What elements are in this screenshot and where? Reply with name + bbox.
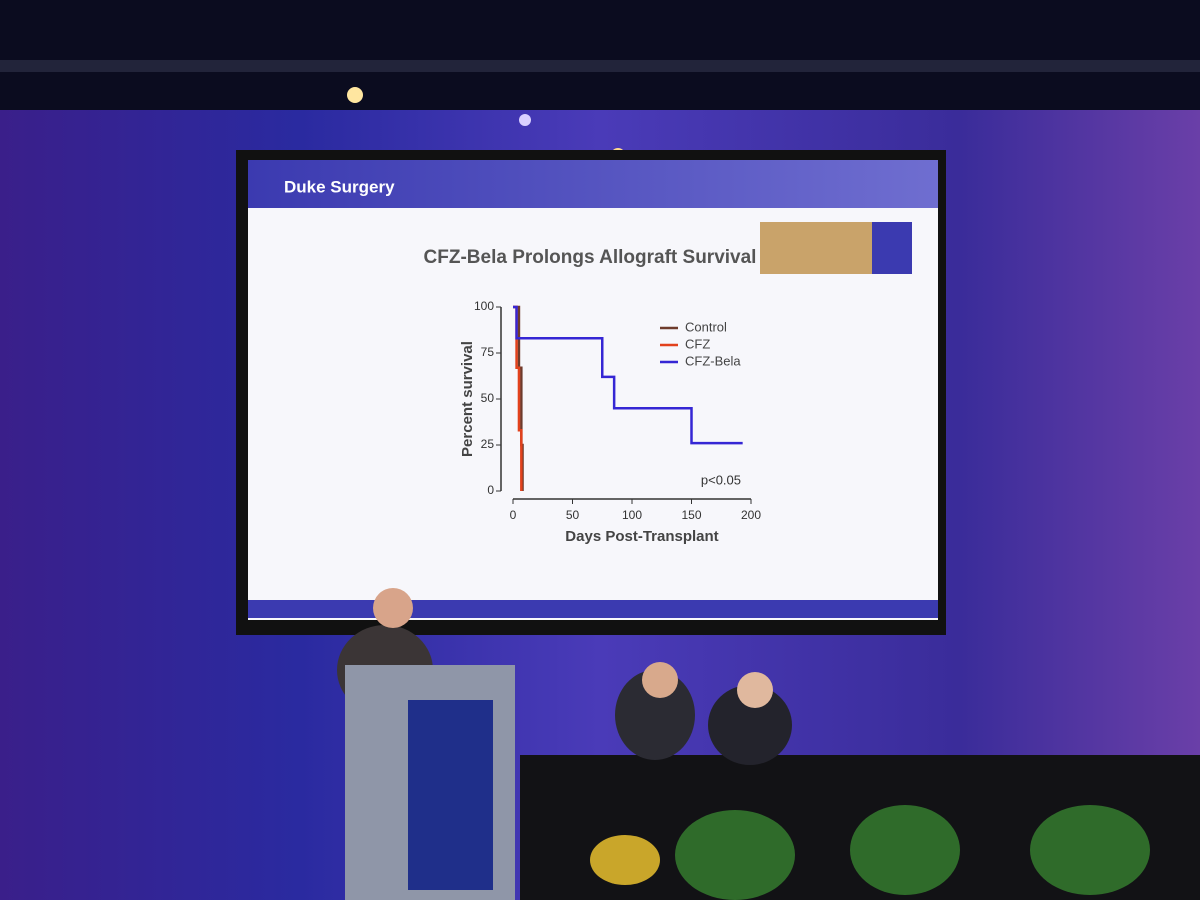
x-tick-label: 100: [622, 508, 642, 522]
x-tick-label: 150: [681, 508, 701, 522]
speaker-head: [373, 588, 413, 628]
y-tick-label: 75: [481, 345, 495, 359]
stage-light: [347, 87, 363, 103]
flowers: [590, 835, 660, 885]
truss: [0, 60, 1200, 72]
x-axis-label: Days Post-Transplant: [565, 528, 718, 545]
plant: [850, 805, 960, 895]
plant: [1030, 805, 1150, 895]
slide-brand: Duke Surgery: [284, 177, 395, 196]
survival-curve: [513, 305, 743, 445]
chart-title: CFZ-Bela Prolongs Allograft Survival: [424, 247, 757, 268]
legend-label: Control: [685, 319, 727, 334]
y-axis-label: Percent survival: [459, 341, 476, 457]
duke-logo: [872, 222, 912, 274]
chart: 0 25 50 75 100 0 50 100 150 200 Days Post-Transpla…: [459, 299, 761, 545]
y-tick-label: 25: [481, 437, 495, 451]
panelist-head: [642, 662, 678, 698]
legend-label: CFZ: [685, 336, 710, 351]
stage-light: [519, 114, 531, 126]
slide-header: [248, 160, 938, 208]
y-tick-label: 100: [474, 299, 494, 313]
panelist: [615, 670, 695, 760]
panelist: [708, 685, 792, 765]
podium-panel: [408, 700, 493, 890]
y-tick-label: 50: [481, 391, 495, 405]
legend-label: CFZ-Bela: [685, 353, 741, 368]
panelist-head: [737, 672, 773, 708]
annotation: p<0.05: [701, 472, 741, 487]
x-tick-label: 200: [741, 508, 761, 522]
slide-photo: [760, 222, 872, 274]
x-tick-label: 0: [510, 508, 517, 522]
y-tick-label: 0: [487, 483, 494, 497]
plant: [675, 810, 795, 900]
x-tick-label: 50: [566, 508, 580, 522]
slide-footer: [248, 600, 938, 618]
